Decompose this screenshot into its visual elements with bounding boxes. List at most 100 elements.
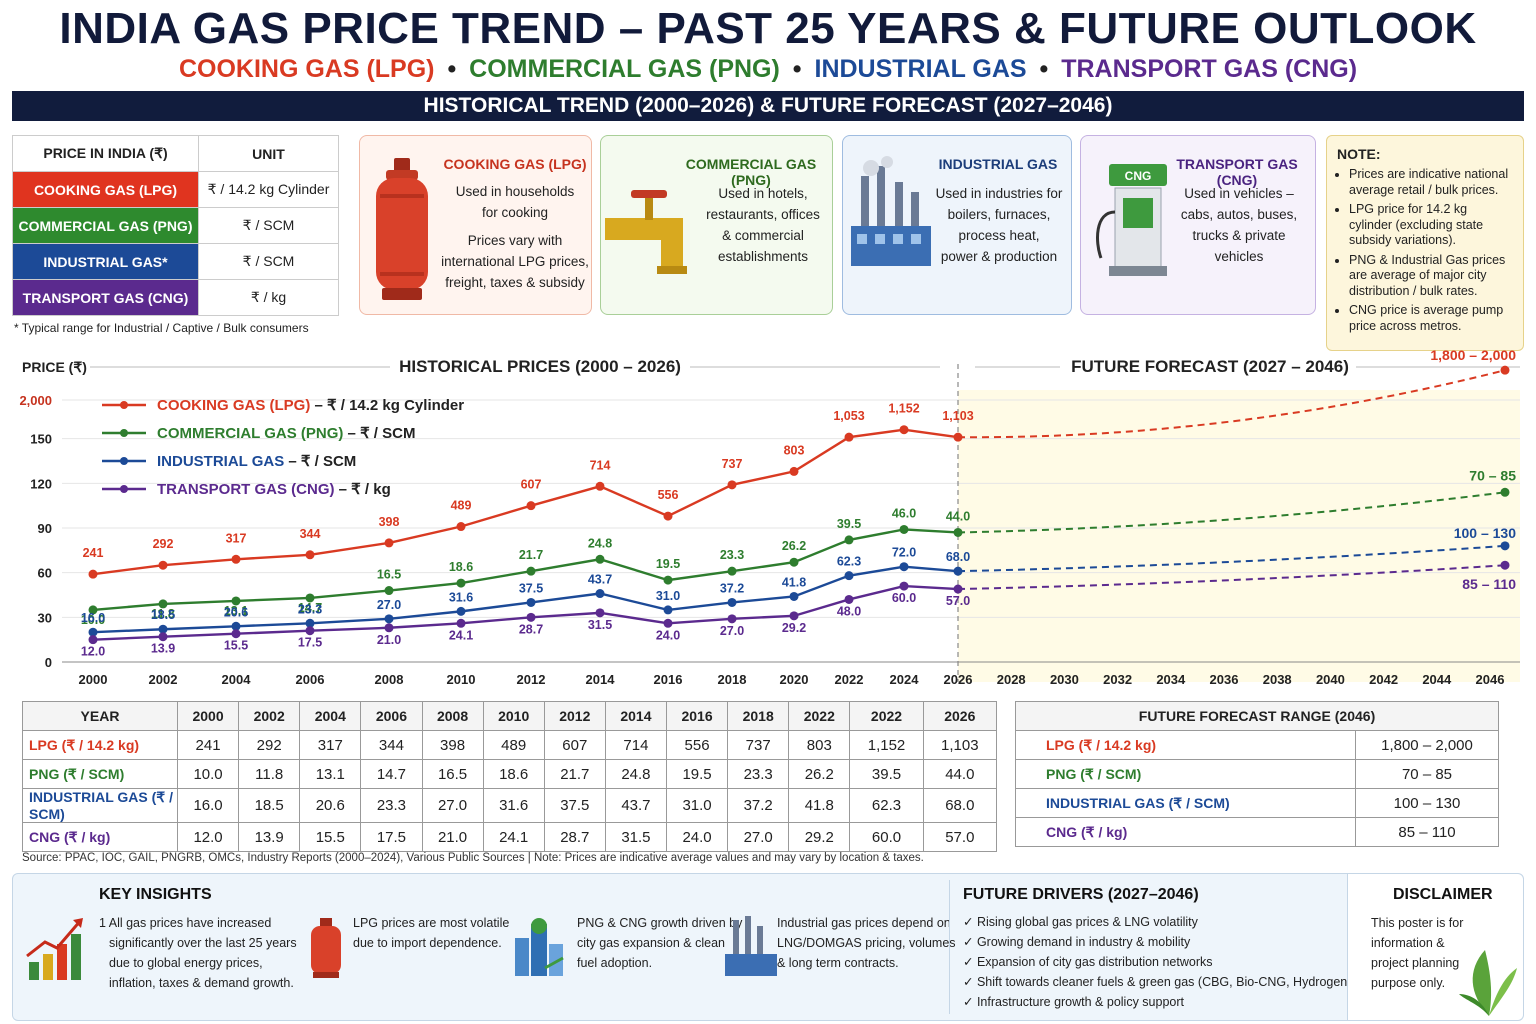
x-tick-label: 2038 (1263, 672, 1292, 687)
driver-item: ✓ Rising global gas prices & LNG volatil… (963, 915, 1198, 929)
data-label: 11.8 (151, 607, 175, 621)
data-label: 24.1 (449, 628, 473, 642)
table-cell: 39.5 (849, 759, 924, 789)
card-text: Used in households (455, 184, 575, 199)
card-lpg: COOKING GAS (LPG) Used in households for… (359, 135, 592, 315)
table-header-year-label: YEAR (22, 701, 178, 731)
card-text: cabs, autos, buses, (1180, 207, 1298, 222)
table-cell: 37.2 (727, 788, 790, 823)
data-point (899, 581, 909, 591)
data-label: 13.1 (224, 604, 248, 618)
data-label: 344 (300, 527, 321, 541)
forecast-row-label: CNG (₹ / kg) (1015, 817, 1356, 847)
y-tick-label: 60 (38, 566, 52, 581)
table-cell: 1,103 (922, 730, 998, 760)
x-tick-label: 2010 (447, 672, 476, 687)
driver-text: Growing demand in industry & mobility (976, 935, 1191, 949)
table-header-year: 2014 (604, 701, 668, 731)
data-point (953, 584, 963, 594)
data-point (305, 550, 315, 560)
data-point (158, 632, 168, 642)
x-tick-label: 2016 (654, 672, 683, 687)
growth-chart-icon (26, 918, 83, 980)
subtitle: COOKING GAS (LPG) • COMMERCIAL GAS (PNG)… (0, 55, 1536, 84)
table-cell: 21.7 (543, 759, 606, 789)
unit-row-value: ₹ / kg (198, 279, 339, 316)
table-header-year: 2004 (299, 701, 362, 731)
insight-text: due to import dependence. (353, 936, 502, 950)
y-tick-label: 120 (30, 476, 52, 491)
forecast-table-title: FUTURE FORECAST RANGE (2046) (1015, 701, 1499, 731)
forecast-line (957, 491, 1506, 534)
historical-table: YEAR 2000 2002 2004 2006 2008 2010 2012 2014 2016… (22, 701, 998, 852)
data-label: 18.6 (449, 560, 473, 574)
data-label: 19.5 (656, 557, 680, 571)
x-tick-label: 2036 (1210, 672, 1239, 687)
data-point (953, 432, 963, 442)
subtitle-png: COMMERCIAL GAS (PNG) (469, 55, 780, 83)
legend-swatch-dot (120, 485, 128, 493)
subtitle-sep: • (1039, 55, 1049, 83)
table-row-label: PNG (₹ / SCM) (22, 759, 178, 789)
data-point (305, 593, 315, 603)
table-header-year: 2012 (543, 701, 606, 731)
table-cell: 489 (482, 730, 545, 760)
x-tick-label: 2042 (1369, 672, 1398, 687)
card-text: trucks & private (1192, 228, 1286, 243)
y-tick-label: 30 (38, 610, 52, 625)
table-header-year: 2006 (360, 701, 423, 731)
gas-cylinder-icon (376, 158, 428, 300)
data-point (526, 566, 536, 576)
forecast-region (958, 390, 1520, 682)
table-row-label: LPG (₹ / 14.2 kg) (22, 730, 178, 760)
insight-text: LNG/DOMGAS pricing, volumes (777, 936, 956, 950)
table-cell: 13.1 (299, 759, 362, 789)
insight-text: PNG & CNG growth driven by (577, 916, 743, 930)
table-cell: 41.8 (788, 788, 851, 823)
table-cell: 18.6 (482, 759, 545, 789)
data-label: 16.5 (377, 568, 401, 582)
table-cell: 28.7 (543, 822, 606, 852)
y-axis-label: PRICE (₹) (22, 359, 87, 375)
forecast-label: FUTURE FORECAST (2027 – 2046) (1071, 357, 1349, 376)
data-label: 18.5 (151, 608, 175, 622)
table-header-year: 2018 (727, 701, 790, 731)
data-point (595, 554, 605, 564)
table-cell: 19.5 (665, 759, 729, 789)
data-label: 29.2 (782, 621, 806, 635)
table-cell: 26.2 (788, 759, 851, 789)
table-row: PNG (₹ / SCM) 10.0 11.8 13.1 14.7 16.5 18.6 21.… (22, 759, 998, 789)
data-label: 1,103 (942, 409, 973, 423)
data-point (88, 569, 98, 579)
note-box: NOTE: Prices are indicative national ave… (1326, 135, 1524, 351)
factory-icon (725, 916, 777, 976)
legend-series-unit: – ₹ / SCM (343, 425, 415, 442)
subtitle-industrial: INDUSTRIAL GAS (814, 55, 1027, 83)
insight-text: LPG prices are most volatile (353, 916, 510, 930)
insight-text: fuel adoption. (577, 956, 653, 970)
data-point (305, 618, 315, 628)
card-title: COMMERCIAL GAS (PNG) (685, 156, 817, 188)
table-cell: 24.1 (482, 822, 545, 852)
forecast-point (1500, 560, 1510, 570)
table-cell: 344 (360, 730, 423, 760)
table-row: LPG (₹ / 14.2 kg) 241 292 317 344 398 489 607 71… (22, 730, 998, 760)
table-cell: 24.8 (604, 759, 668, 789)
table-cell: 12.0 (176, 822, 240, 852)
table-cell: 14.7 (360, 759, 423, 789)
data-point (88, 635, 98, 645)
card-png: COMMERCIAL GAS (PNG) Used in hotels, res… (600, 135, 833, 315)
table-cell: 23.3 (360, 788, 423, 823)
unit-row-label: COOKING GAS (LPG) (12, 171, 199, 208)
driver-text: Infrastructure growth & policy support (976, 995, 1184, 1009)
card-text: international LPG prices, (441, 254, 589, 269)
data-point (158, 560, 168, 570)
table-cell: 24.0 (665, 822, 729, 852)
unit-row-value: ₹ / SCM (198, 207, 339, 244)
data-label: 62.3 (837, 555, 861, 569)
disclaimer-title: DISCLAIMER (1393, 886, 1493, 903)
source-note: Source: PPAC, IOC, GAIL, PNGRB, OMCs, In… (22, 852, 924, 864)
legend-swatch-dot (120, 429, 128, 437)
y-tick-label: 2,000 (19, 393, 52, 408)
